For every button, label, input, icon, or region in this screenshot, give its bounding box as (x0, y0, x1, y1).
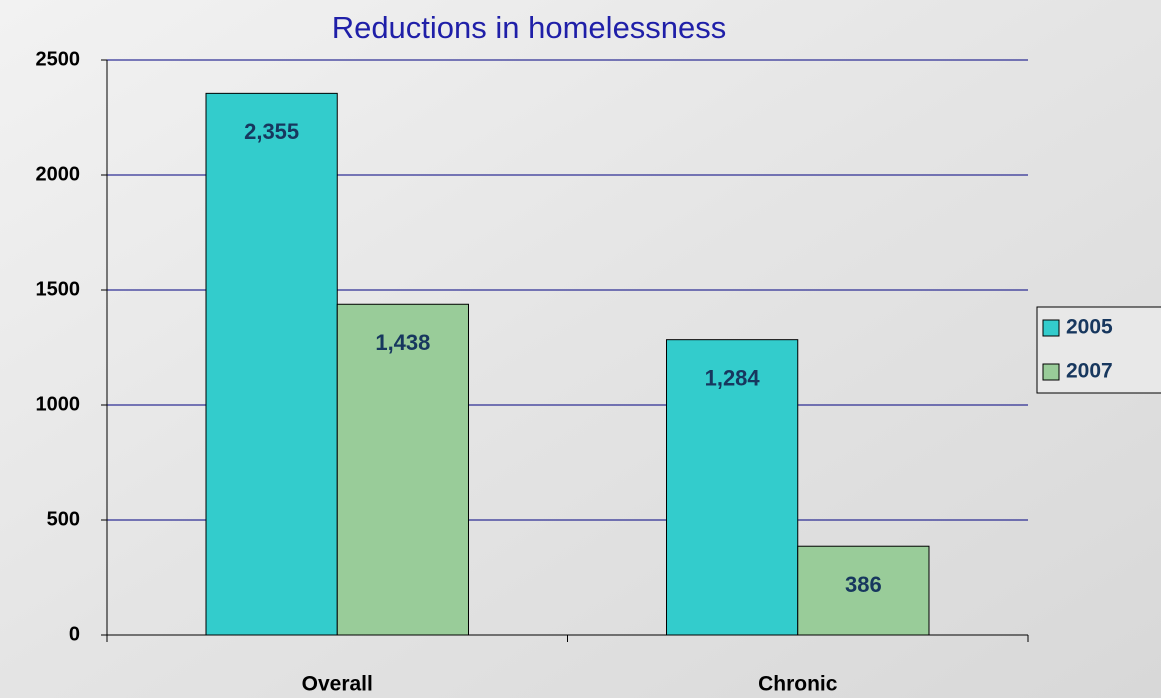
value-label: 1,438 (375, 330, 430, 355)
legend-label: 2007 (1066, 360, 1113, 383)
legend-swatch (1042, 319, 1060, 337)
legend-label: 2005 (1066, 316, 1113, 339)
value-label: 2,355 (244, 119, 299, 144)
legend-swatch (1042, 363, 1060, 381)
bar (666, 339, 799, 636)
x-tick-label: Chronic (758, 673, 838, 696)
y-tick-label: 2500 (36, 48, 81, 70)
chart-title: Reductions in homelessness (332, 10, 727, 45)
x-tick-label: Overall (302, 673, 373, 696)
y-tick-label: 1000 (36, 393, 81, 415)
y-tick-label: 500 (47, 508, 80, 530)
bar (336, 303, 469, 636)
y-tick-label: 1500 (36, 278, 81, 300)
value-label: 1,284 (705, 365, 761, 390)
bar (797, 545, 930, 636)
y-tick-label: 2000 (36, 163, 81, 185)
y-tick-label: 0 (69, 623, 80, 645)
value-label: 386 (845, 572, 882, 597)
bar (205, 92, 338, 636)
